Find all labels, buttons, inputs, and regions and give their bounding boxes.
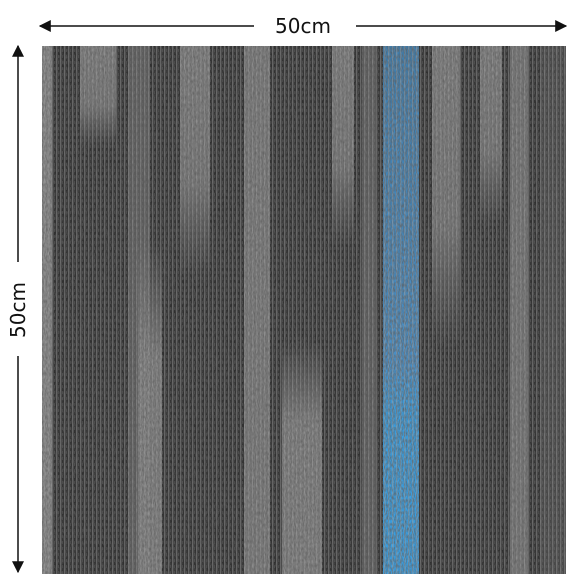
width-dimension: 50cm [38,14,568,38]
width-label: 50cm [275,14,331,38]
carpet-tile [42,46,566,574]
height-label: 50cm [6,282,30,338]
height-dimension: 50cm [6,44,30,574]
